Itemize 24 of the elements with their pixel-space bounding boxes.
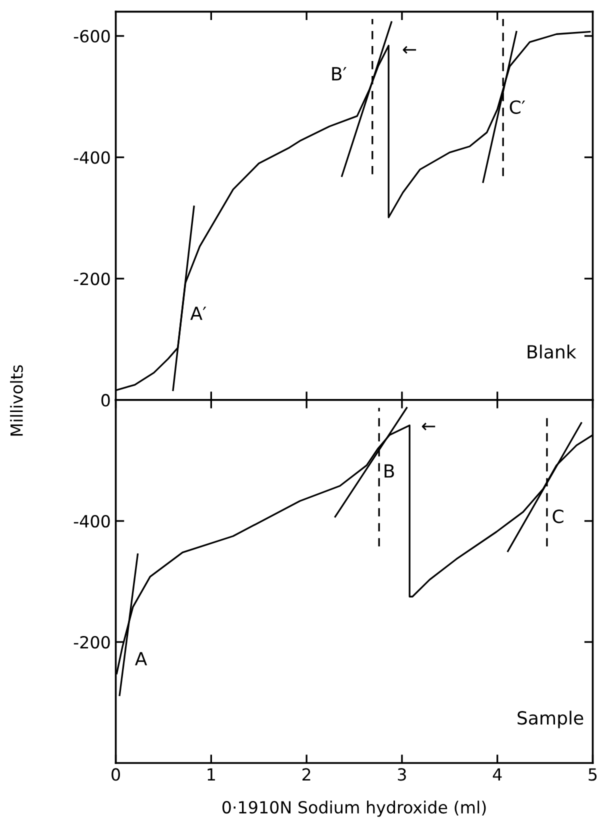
- annotation: C: [552, 510, 564, 524]
- y-tick-label: -200: [74, 636, 110, 649]
- y-tick-label: 0: [101, 394, 110, 407]
- annotation: B′: [332, 67, 346, 80]
- annotation: C′: [510, 100, 526, 114]
- x-tick-label: 0: [112, 768, 120, 781]
- y-axis-title: Millivolts: [10, 365, 23, 436]
- annotation: ←: [402, 46, 416, 54]
- y-tick-label: -400: [74, 514, 110, 528]
- y-tick-label: -200: [74, 272, 110, 286]
- annotation: B: [384, 464, 394, 478]
- annotation: Sample: [518, 710, 584, 728]
- x-tick-label: 2: [302, 768, 310, 781]
- x-tick-label: 1: [208, 768, 215, 781]
- x-axis-title: 0·1910N Sodium hydroxide (ml): [222, 800, 486, 817]
- x-tick-label: 5: [588, 768, 597, 781]
- annotation: Blank: [528, 344, 576, 359]
- y-tick-label: -600: [74, 30, 110, 43]
- x-tick-label: 4: [492, 768, 502, 781]
- annotation: ←: [422, 422, 436, 430]
- y-tick-label: -400: [74, 151, 110, 164]
- x-tick-label: 3: [398, 768, 406, 781]
- annotation: A: [134, 652, 148, 666]
- annotation: A′: [190, 306, 206, 320]
